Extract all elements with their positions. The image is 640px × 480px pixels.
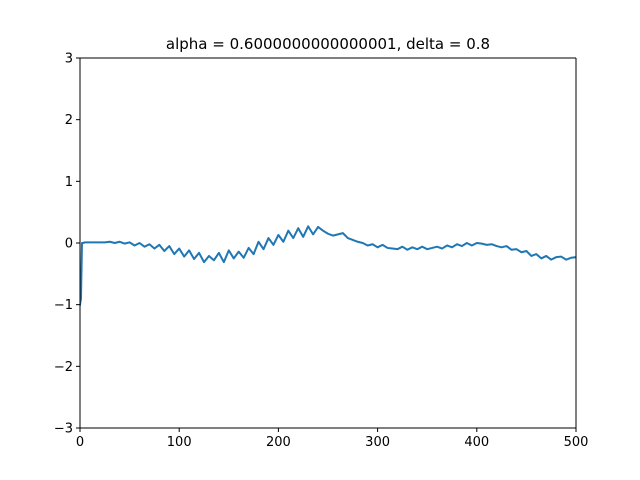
y-tick-label: −2 xyxy=(54,360,73,375)
y-tick-label: −3 xyxy=(54,422,73,437)
y-tick-label: 0 xyxy=(65,237,73,252)
chart-title: alpha = 0.6000000000000001, delta = 0.8 xyxy=(166,35,490,53)
y-tick-label: 3 xyxy=(65,52,73,67)
series-line-0 xyxy=(80,225,576,306)
y-tick-label: 1 xyxy=(65,175,73,190)
y-tick-label: −1 xyxy=(54,298,73,313)
x-tick-label: 0 xyxy=(76,435,84,450)
y-tick-label: 2 xyxy=(65,113,73,128)
x-tick-label: 100 xyxy=(167,435,192,450)
x-tick-label: 300 xyxy=(365,435,390,450)
x-tick-label: 200 xyxy=(266,435,291,450)
x-tick-label: 500 xyxy=(564,435,589,450)
x-tick-label: 400 xyxy=(464,435,489,450)
plot-area: 0 100 200 300 400 500 −3 −2 −1 0 1 2 3 xyxy=(54,52,589,451)
